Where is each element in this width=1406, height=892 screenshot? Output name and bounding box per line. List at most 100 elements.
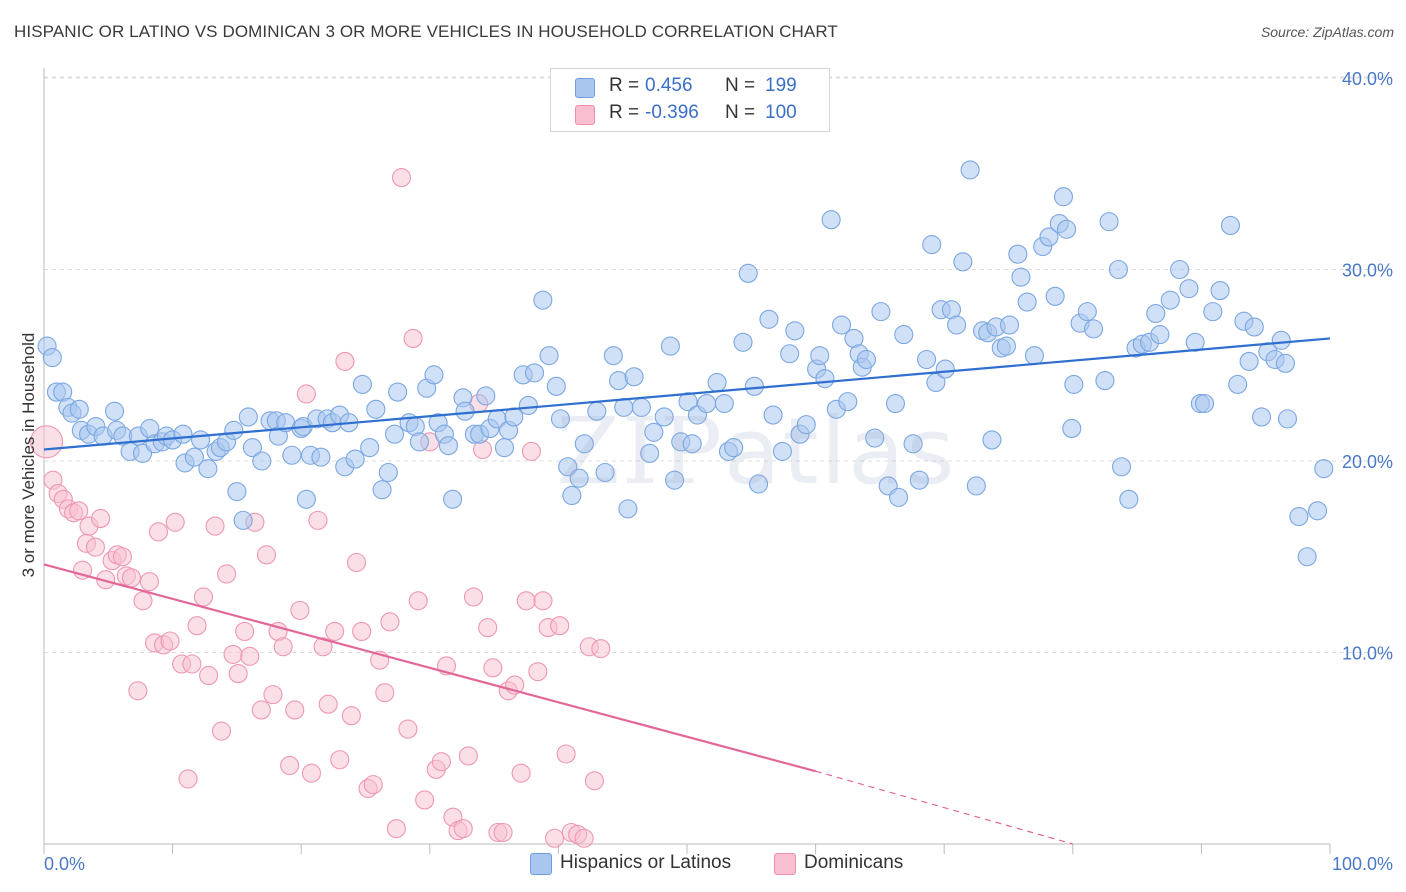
- data-point-hispanic: [903, 434, 923, 454]
- data-point-hispanic: [1297, 547, 1317, 567]
- data-point-hispanic: [953, 252, 973, 272]
- data-point-hispanic: [1095, 371, 1115, 391]
- grid-lines: [44, 76, 1392, 653]
- data-point-hispanic: [1083, 319, 1104, 339]
- y-tick-label: 30.0%: [1342, 261, 1393, 281]
- data-point-hispanic: [831, 315, 852, 335]
- data-point-hispanic: [838, 392, 858, 412]
- data-point-dominican: [386, 819, 406, 839]
- data-point-hispanic: [424, 365, 444, 385]
- data-point-hispanic: [1146, 303, 1166, 324]
- data-point-hispanic: [749, 474, 769, 494]
- data-point-hispanic: [996, 336, 1016, 356]
- data-point-hispanic: [184, 447, 204, 467]
- data-point-dominican: [178, 769, 198, 789]
- data-point-hispanic: [42, 348, 62, 368]
- data-point-hispanic: [724, 438, 744, 458]
- data-point-hispanic: [1203, 302, 1223, 322]
- data-point-dominican: [453, 819, 473, 839]
- dominican-points: [30, 168, 611, 848]
- legend-n-label: N =: [725, 102, 756, 123]
- data-point-dominican: [335, 351, 355, 371]
- legend-n-label: N =: [725, 75, 756, 96]
- data-point-dominican: [431, 752, 451, 772]
- data-point-hispanic: [1119, 489, 1139, 509]
- data-point-hispanic: [198, 459, 218, 479]
- hispanic-points: [37, 160, 1334, 567]
- bottom-legend-swatch-dominican: [774, 853, 796, 875]
- data-point-hispanic: [1053, 187, 1074, 207]
- data-point-hispanic: [678, 392, 698, 412]
- data-point-hispanic: [409, 432, 429, 452]
- source-label: Source: ZipAtlas.com: [1260, 24, 1394, 40]
- data-point-hispanic: [372, 480, 392, 500]
- data-point-hispanic: [224, 420, 244, 440]
- data-point-hispanic: [352, 374, 372, 394]
- data-point-hispanic: [660, 336, 680, 356]
- data-point-hispanic: [1314, 459, 1334, 479]
- data-point-hispanic: [455, 401, 475, 421]
- data-point-dominican: [493, 822, 513, 843]
- data-point-dominican: [217, 564, 237, 584]
- data-point-hispanic: [311, 447, 331, 467]
- data-point-hispanic: [780, 344, 800, 364]
- data-point-dominican: [160, 631, 180, 651]
- legend-n-value: 100: [765, 102, 797, 123]
- data-point-hispanic: [1228, 374, 1248, 394]
- data-point-dominican: [296, 384, 316, 404]
- data-point-dominican: [325, 621, 345, 641]
- data-point-dominican: [528, 662, 548, 682]
- y-tick-label: 10.0%: [1342, 644, 1393, 664]
- chart-title: HISPANIC OR LATINO VS DOMINICAN 3 OR MOR…: [14, 22, 838, 41]
- bottom-legend-label-hispanic: Hispanics or Latinos: [560, 852, 732, 873]
- legend-r-label: R =: [609, 102, 640, 123]
- data-point-hispanic: [252, 451, 272, 471]
- data-point-dominican: [235, 621, 255, 641]
- data-point-hispanic: [569, 468, 589, 488]
- data-point-dominican: [341, 706, 361, 726]
- data-point-hispanic: [504, 407, 524, 427]
- data-point-hispanic: [1039, 227, 1059, 247]
- data-point-dominican: [263, 685, 283, 705]
- legend-r-value: -0.396: [645, 102, 699, 123]
- data-point-hispanic: [1239, 351, 1259, 371]
- legend-swatch-hispanic: [575, 78, 595, 98]
- data-point-hispanic: [759, 309, 779, 329]
- data-point-dominican: [403, 328, 423, 348]
- data-point-hispanic: [1308, 501, 1328, 521]
- data-point-hispanic: [1252, 407, 1272, 427]
- data-point-hispanic: [744, 376, 764, 396]
- data-point-dominican: [251, 700, 271, 720]
- data-point-hispanic: [238, 407, 258, 427]
- data-point-hispanic: [360, 438, 380, 458]
- data-point-dominican: [96, 570, 116, 590]
- data-point-hispanic: [384, 424, 405, 444]
- data-point-hispanic: [533, 290, 553, 310]
- data-point-dominican: [415, 790, 435, 810]
- data-point-hispanic: [935, 359, 955, 379]
- legend-r-label: R =: [609, 75, 640, 96]
- data-point-dominican: [211, 721, 232, 741]
- legend-r-value: 0.456: [645, 75, 693, 96]
- data-point-hispanic: [104, 401, 125, 421]
- data-point-dominican: [352, 621, 372, 641]
- x-tick-label: 0.0%: [44, 854, 85, 874]
- data-point-hispanic: [282, 445, 302, 465]
- data-point-hispanic: [665, 470, 685, 490]
- data-point-hispanic: [550, 409, 571, 429]
- data-point-hispanic: [815, 369, 835, 389]
- data-point-dominican: [313, 637, 333, 657]
- data-point-dominican: [285, 700, 305, 720]
- data-point-dominican: [69, 501, 89, 521]
- data-point-dominican: [187, 616, 207, 636]
- data-point-hispanic: [885, 393, 906, 414]
- data-point-hispanic: [1160, 290, 1180, 310]
- tick-labels: 10.0% 20.0% 30.0% 40.0% 0.0% 100.0%: [44, 69, 1393, 874]
- data-point-dominican: [511, 763, 531, 783]
- data-point-dominican: [205, 516, 225, 536]
- data-point-hispanic: [476, 386, 496, 406]
- data-point-hispanic: [618, 499, 638, 519]
- data-point-hispanic: [438, 436, 459, 456]
- data-point-hispanic: [366, 399, 386, 419]
